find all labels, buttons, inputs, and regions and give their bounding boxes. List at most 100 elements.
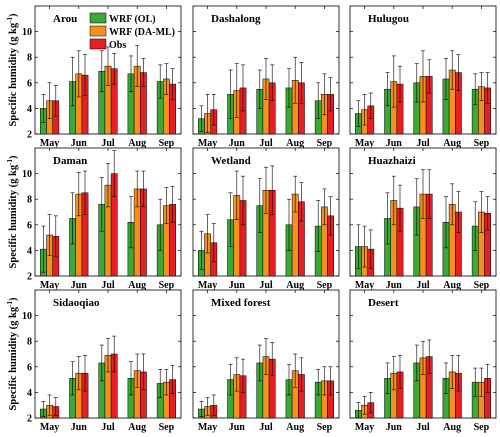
panel-title: Hulugou [368,13,409,25]
y-tick-label: 2 [27,272,32,283]
x-tick-label: Jul [416,138,430,149]
y-axis-label-main: Specific humidity (g kg [8,22,19,126]
x-tick-label: Jul [259,280,273,291]
x-tick-label: Jun [229,138,246,149]
y-axis-label-close: ) [8,297,19,301]
x-tick-label: Sep [474,280,490,291]
x-tick-label: May [198,422,217,433]
y-axis-label-exp: -1 [6,159,14,165]
legend-swatch [89,25,107,37]
y-tick-label: 6 [27,362,32,373]
x-tick-label: Sep [159,422,175,433]
x-tick-label: Jun [71,422,88,433]
y-tick-label: 10 [22,27,32,38]
chart-panel-wetland: Wetland May Jun Jul Aug Sep [192,147,340,291]
x-tick-label: Sep [317,280,333,291]
y-tick-label: 8 [27,337,32,348]
y-axis-label-main: Specific humidity (g kg [8,164,19,268]
y-tick-label: 8 [27,53,32,64]
y-axis-label-close: ) [8,13,19,17]
y-axis-labels: Specific humidity (g kg-1)Specific humid… [6,13,19,410]
x-tick-label: May [40,138,59,149]
x-tick-label: Sep [474,422,490,433]
panel-title: Wetland [211,155,251,167]
x-tick-label: Jul [101,138,115,149]
y-tick-label: 4 [27,388,32,399]
chart-panels: 2 4 6 8 10 Arou May Jun Jul Aug Sep Dashalong May Jun… [22,5,497,433]
y-axis-label: Specific humidity (g kg-1) [6,13,19,126]
y-axis-label-main: Specific humidity (g kg [8,306,19,410]
x-tick-label: Jul [101,280,115,291]
x-tick-label: Aug [443,138,461,149]
x-tick-label: May [355,422,374,433]
x-tick-label: Aug [128,422,146,433]
y-tick-label: 6 [27,78,32,89]
chart-panel-arou: 2 4 6 8 10 Arou May Jun Jul Aug Sep [22,5,182,149]
y-axis-label-close: ) [8,155,19,159]
x-tick-label: Jun [71,138,88,149]
y-tick-label: 4 [27,104,32,115]
chart-panel-dashalong: Dashalong May Jun Jul Aug Sep [192,5,340,149]
x-tick-label: Sep [159,280,175,291]
chart-panel-desert: Desert May Jun Jul Aug Sep [349,289,497,433]
y-tick-label: 8 [27,195,32,206]
y-axis-label-exp: -1 [6,301,14,307]
chart-panel-mixed-forest: Mixed forest May Jun Jul Aug Sep [192,289,340,433]
x-tick-label: Jun [229,422,246,433]
x-tick-label: Jun [386,422,403,433]
x-tick-label: Aug [443,280,461,291]
x-tick-label: May [40,422,59,433]
x-tick-label: Jul [416,422,430,433]
legend-label: WRF (OL) [109,14,156,25]
chart-panel-huazhaizi: Huazhaizi May Jun Jul Aug Sep [349,147,497,291]
x-tick-label: May [198,280,217,291]
panel-title: Daman [53,155,87,167]
y-tick-label: 10 [22,311,32,322]
x-tick-label: Jul [416,280,430,291]
x-tick-label: Jul [259,422,273,433]
x-tick-label: Aug [128,280,146,291]
x-tick-label: May [355,138,374,149]
x-tick-label: Jun [386,138,403,149]
x-tick-label: Jun [386,280,403,291]
y-axis-label: Specific humidity (g kg-1) [6,155,19,268]
x-tick-label: Jul [101,422,115,433]
x-tick-label: Sep [474,138,490,149]
legend-swatch [89,38,107,50]
x-tick-label: Jun [229,280,246,291]
panel-title: Huazhaizi [368,155,416,167]
x-tick-label: Sep [317,138,333,149]
legend-label: Obs [109,40,126,51]
x-tick-label: Jun [71,280,88,291]
chart-panel-daman: 2 4 6 8 10 Daman May Jun Jul Aug Sep [22,147,182,291]
legend-label: WRF (DA-ML) [109,27,175,38]
y-tick-label: 10 [22,169,32,180]
y-tick-label: 2 [27,130,32,141]
y-tick-label: 4 [27,246,32,257]
x-tick-label: Aug [286,422,304,433]
panel-title: Mixed forest [211,297,271,309]
panel-title: Desert [368,297,399,309]
x-tick-label: May [40,280,59,291]
panel-title: Arou [53,13,77,25]
y-tick-label: 6 [27,220,32,231]
legend-swatch [89,12,107,24]
x-tick-label: Jul [259,138,273,149]
x-tick-label: Sep [317,422,333,433]
panel-title: Dashalong [211,13,261,25]
x-tick-label: Aug [286,280,304,291]
x-tick-label: Aug [128,138,146,149]
y-tick-label: 2 [27,414,32,425]
y-axis-label-exp: -1 [6,17,14,23]
x-tick-label: Aug [286,138,304,149]
x-tick-label: Sep [159,138,175,149]
x-tick-label: May [355,280,374,291]
panel-title: Sidaoqiao [53,297,100,309]
x-tick-label: May [198,138,217,149]
x-tick-label: Aug [443,422,461,433]
chart-panel-hulugou: Hulugou May Jun Jul Aug Sep [349,5,497,149]
y-axis-label: Specific humidity (g kg-1) [6,297,19,410]
legend: WRF (OL) WRF (DA-ML) Obs [89,12,175,51]
chart-panel-sidaoqiao: 2 4 6 8 10 Sidaoqiao May Jun Jul Aug Sep [22,289,182,433]
